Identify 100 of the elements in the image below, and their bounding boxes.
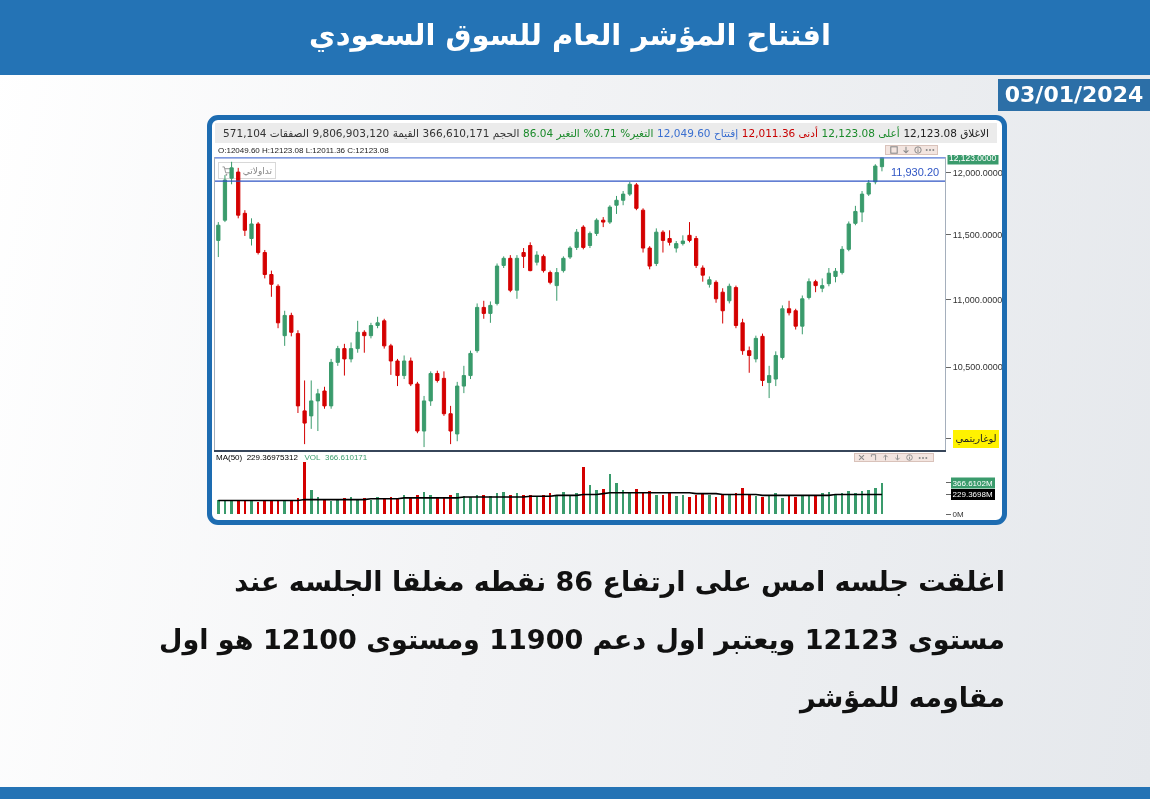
text: القيمة 9,806,903,120: [312, 127, 419, 139]
candlestick: [747, 346, 752, 374]
candlestick: [733, 285, 739, 329]
candlestick: [408, 357, 413, 387]
candlestick: [813, 279, 818, 293]
candlestick: [368, 322, 374, 339]
bar: [236, 499, 240, 514]
candlestick: [468, 350, 473, 380]
bar: [741, 487, 744, 514]
chart-title: افتتاح المؤشر العام للسوق السعودي: [308, 18, 832, 52]
candlestick: [647, 245, 652, 270]
candlestick: [767, 365, 772, 399]
candlestick: [786, 300, 792, 316]
bar: [216, 500, 220, 514]
candlestick: [581, 224, 586, 250]
candlestick: [866, 179, 871, 197]
candlestick: [355, 320, 360, 354]
bar: [323, 499, 326, 514]
candlestick: [275, 283, 281, 329]
candlestick: [256, 221, 261, 255]
bar: [701, 492, 705, 514]
candlestick: [687, 221, 692, 243]
candlestick: [428, 370, 433, 407]
annotation: تداولاتي: [242, 165, 272, 176]
bar: [847, 491, 851, 514]
candlestick: [694, 235, 699, 269]
candlestick: [674, 240, 679, 254]
candlestick: [362, 329, 367, 354]
candlestick: [601, 216, 606, 228]
bar: [581, 466, 585, 514]
bar: [283, 499, 287, 514]
candlestick: [249, 217, 254, 246]
bar: [396, 497, 399, 514]
candlestick: [574, 228, 579, 251]
bar: [635, 489, 638, 514]
candlestick: [654, 227, 659, 267]
candlestick: [793, 308, 798, 331]
candlestick: [680, 234, 685, 246]
y-tick-label: 11,500.0000: [952, 229, 1003, 240]
candlestick: [494, 262, 500, 306]
bar: [854, 492, 857, 514]
text: الصفقات 571,104: [223, 127, 309, 139]
candlestick: [873, 163, 878, 185]
candlestick: [348, 341, 354, 363]
text: إفتتاح 12,049.60: [657, 127, 739, 139]
bar: [250, 499, 253, 514]
candlestick: [594, 217, 599, 237]
candlestick: [534, 250, 539, 266]
candlestick: [713, 279, 719, 304]
candlestick: [335, 345, 340, 367]
bar: [455, 492, 459, 514]
bar: [230, 500, 233, 514]
candlestick: [554, 267, 559, 302]
text: MA(50): [216, 453, 244, 462]
candlestick: [548, 270, 553, 285]
y-tick-label: 366.6102M: [952, 478, 993, 488]
bar: [814, 496, 817, 514]
text: التغير% 0.71%: [583, 127, 654, 139]
candlestick: [541, 253, 546, 274]
text: 03/01/2024: [998, 79, 1150, 111]
candlestick: [800, 294, 805, 335]
candlestick: [840, 245, 845, 276]
bar: [343, 497, 346, 514]
candlestick: [289, 312, 294, 337]
candlestick: [295, 329, 301, 414]
candlestick: [561, 255, 566, 274]
bar: [774, 492, 778, 514]
y-tick-label: 11,000.0000: [952, 294, 1003, 305]
bar: [648, 491, 652, 514]
bar: [873, 487, 877, 514]
bar: [555, 494, 559, 514]
text: الاغلاق 12,123.08: [903, 127, 989, 139]
line-series: [217, 492, 883, 502]
candlestick: [236, 167, 241, 219]
candlestick: [846, 220, 851, 252]
candlestick: [587, 231, 593, 249]
candlestick: [329, 358, 334, 410]
candlestick: [395, 358, 400, 387]
candlestick: [879, 157, 885, 172]
candlestick: [833, 267, 838, 283]
bar: [781, 497, 784, 514]
candlestick: [621, 190, 626, 206]
annotation: 366.610171: [324, 453, 369, 462]
bar: [303, 462, 306, 514]
candlestick: [322, 386, 327, 410]
candlestick: [614, 195, 619, 215]
text: الحجم 366,610,171: [422, 127, 520, 139]
candlestick: [488, 300, 493, 324]
bar: [800, 495, 804, 514]
candlestick: [753, 335, 758, 363]
candlestick: [455, 381, 460, 442]
bar: [362, 497, 366, 514]
candlestick: [627, 181, 632, 197]
candlestick: [342, 343, 347, 377]
bar: [356, 499, 360, 514]
bar: [562, 491, 565, 514]
candlestick: [634, 182, 639, 211]
candlestick: [780, 304, 785, 361]
candlestick: [760, 333, 765, 387]
annotation: 229.36975312: [246, 453, 299, 462]
